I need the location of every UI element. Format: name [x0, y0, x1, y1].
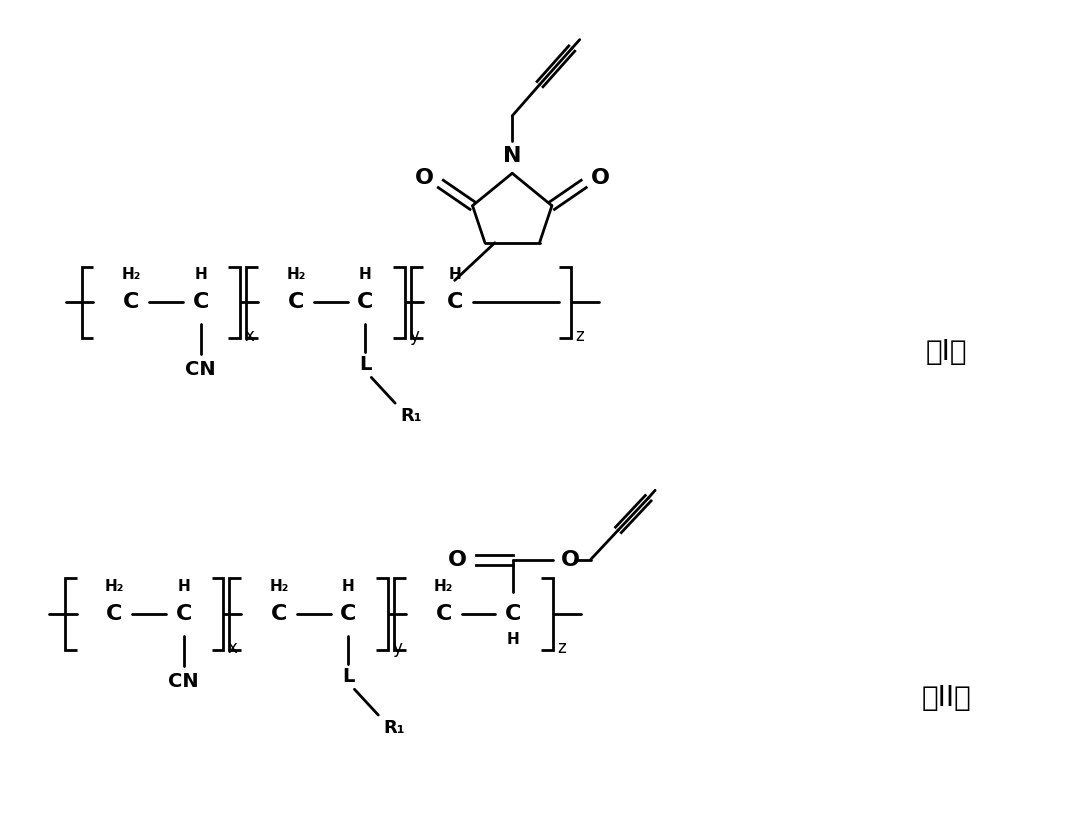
- Text: H: H: [359, 267, 372, 282]
- Text: N: N: [503, 146, 521, 166]
- Text: （II）: （II）: [922, 684, 971, 712]
- Text: z: z: [557, 639, 566, 657]
- Text: O: O: [414, 168, 434, 188]
- Text: R₁: R₁: [384, 719, 405, 737]
- Text: C: C: [106, 604, 122, 624]
- Text: C: C: [287, 292, 305, 312]
- Text: z: z: [576, 327, 584, 344]
- Text: C: C: [193, 292, 209, 312]
- Text: H₂: H₂: [269, 579, 288, 594]
- Text: H₂: H₂: [434, 579, 453, 594]
- Text: x: x: [228, 639, 237, 657]
- Text: y: y: [409, 327, 418, 344]
- Text: C: C: [176, 604, 192, 624]
- Text: O: O: [562, 549, 580, 569]
- Text: C: C: [122, 292, 140, 312]
- Text: O: O: [591, 168, 610, 188]
- Text: C: C: [505, 604, 521, 624]
- Text: H₂: H₂: [286, 267, 306, 282]
- Text: y: y: [392, 639, 402, 657]
- Text: H₂: H₂: [105, 579, 124, 594]
- Text: （I）: （I）: [926, 338, 968, 365]
- Text: CN: CN: [185, 360, 216, 379]
- Text: O: O: [448, 549, 467, 569]
- Text: R₁: R₁: [400, 407, 422, 425]
- Text: x: x: [244, 327, 255, 344]
- Text: H₂: H₂: [121, 267, 141, 282]
- Text: C: C: [340, 604, 357, 624]
- Text: C: C: [271, 604, 287, 624]
- Text: C: C: [447, 292, 463, 312]
- Text: H: H: [194, 267, 207, 282]
- Text: H: H: [178, 579, 190, 594]
- Text: C: C: [436, 604, 452, 624]
- Text: H: H: [449, 267, 461, 282]
- Text: H: H: [343, 579, 354, 594]
- Text: L: L: [359, 355, 372, 374]
- Text: CN: CN: [168, 672, 199, 691]
- Text: C: C: [358, 292, 374, 312]
- Text: H: H: [507, 632, 519, 647]
- Text: L: L: [343, 667, 354, 686]
